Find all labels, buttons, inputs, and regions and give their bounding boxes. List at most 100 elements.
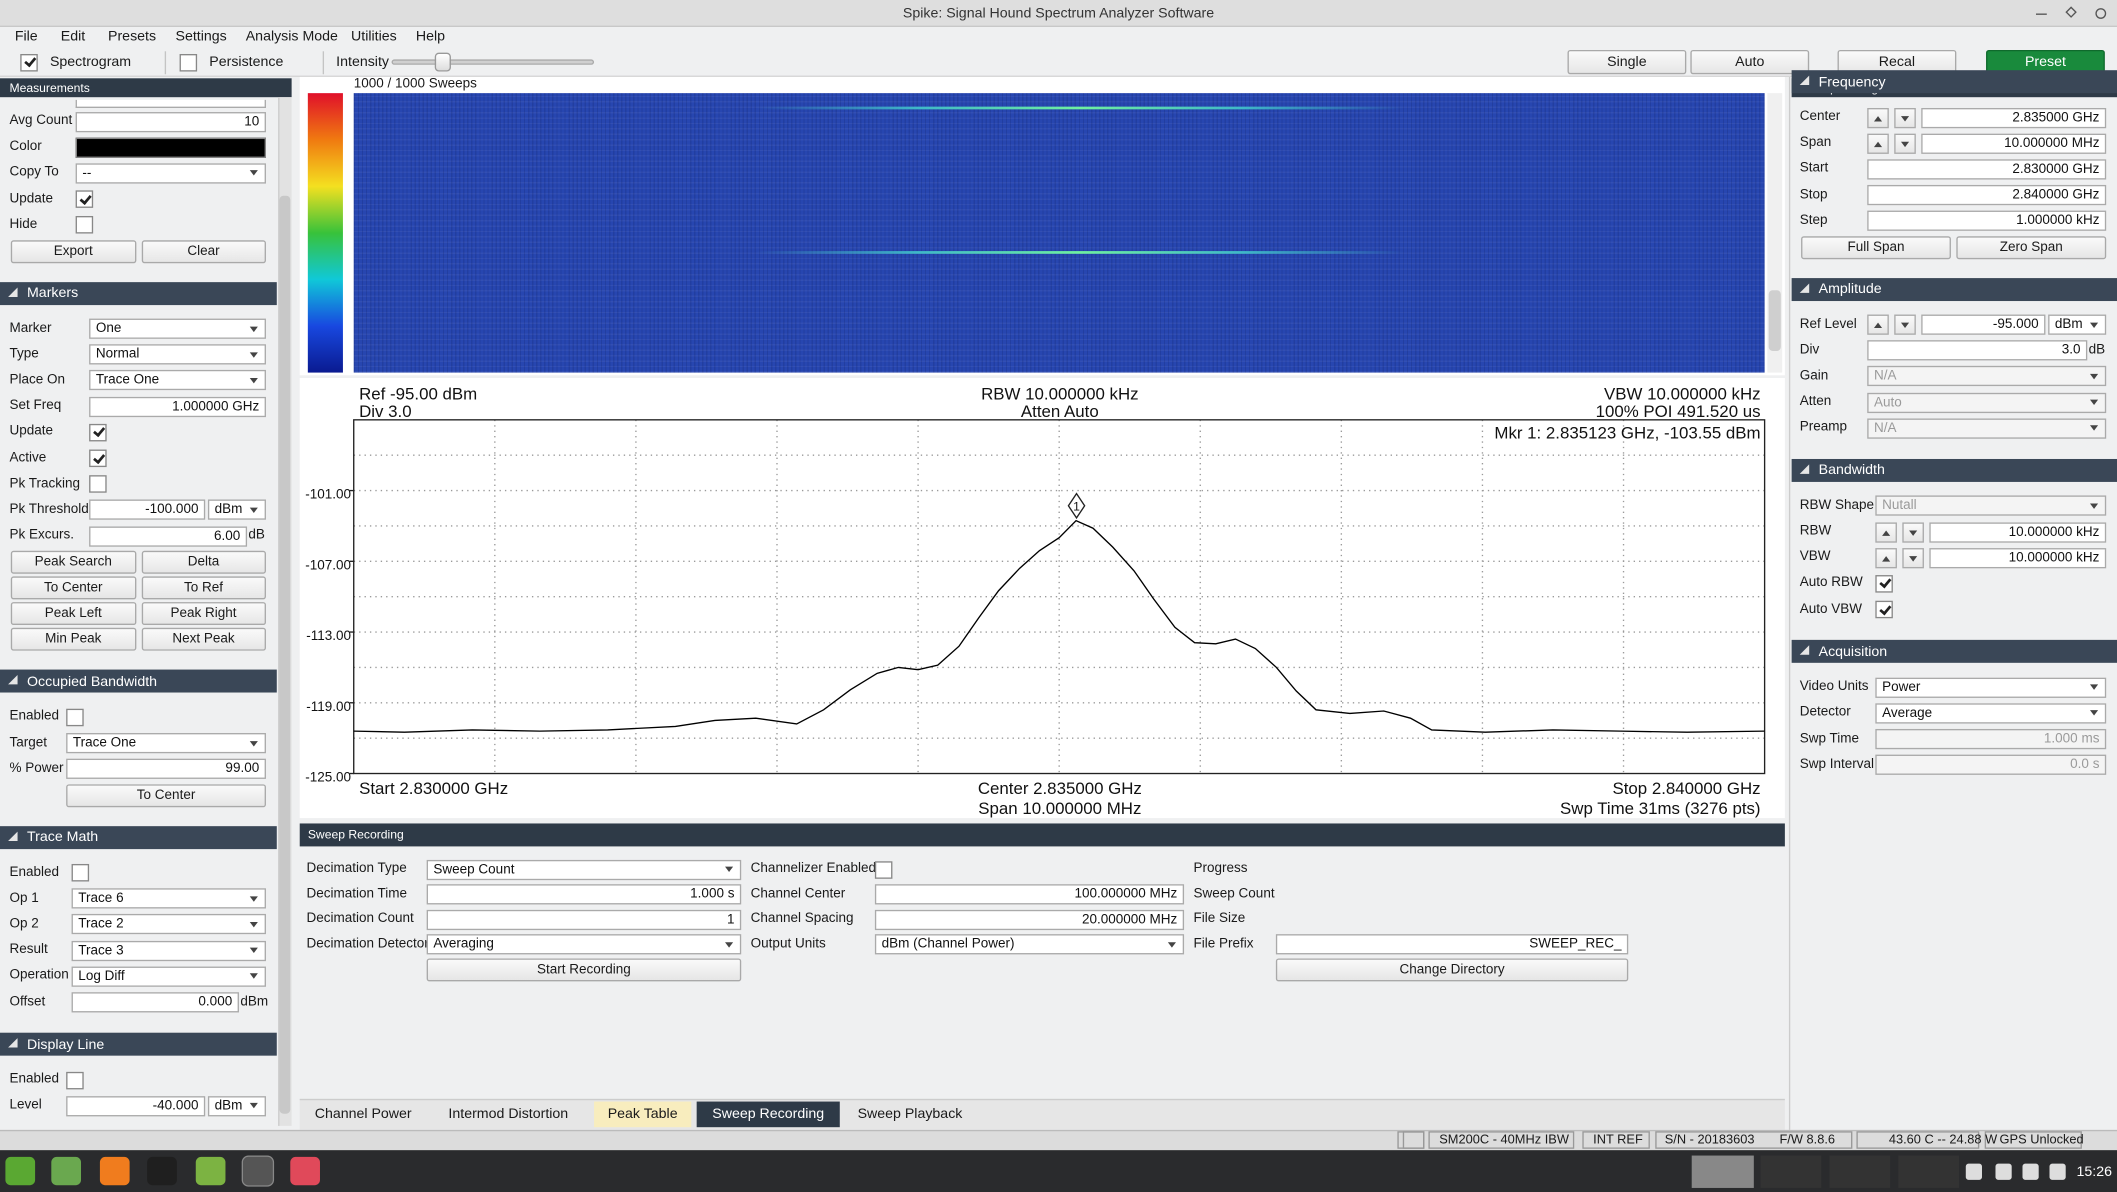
dropdown[interactable]: Trace 6 xyxy=(72,889,266,909)
spin-button[interactable] xyxy=(1894,315,1916,335)
window-button[interactable] xyxy=(1692,1156,1754,1188)
spin-button[interactable] xyxy=(1875,548,1897,568)
button[interactable]: Change Directory xyxy=(1276,958,1628,981)
taskbar-icon[interactable] xyxy=(290,1157,320,1185)
window-button[interactable] xyxy=(1761,1156,1822,1188)
close-button[interactable] xyxy=(2095,8,2106,19)
text-field[interactable]: 1 xyxy=(427,909,742,929)
button[interactable]: Full Span xyxy=(1801,236,1951,259)
scrollbar-thumb[interactable] xyxy=(1769,290,1781,351)
button[interactable]: Single xyxy=(1568,50,1687,74)
slider-track[interactable] xyxy=(392,59,595,64)
text-field[interactable]: 99.00 xyxy=(66,759,266,779)
text-field[interactable]: -40.000 xyxy=(66,1096,205,1116)
menu-item[interactable]: File xyxy=(15,27,38,46)
dropdown[interactable]: dBm xyxy=(2048,315,2106,335)
button[interactable]: To Center xyxy=(11,576,136,599)
checkbox[interactable] xyxy=(89,450,107,468)
dropdown[interactable]: dBm xyxy=(208,1096,266,1116)
menu-item[interactable]: Presets xyxy=(108,27,156,46)
text-field[interactable]: 2.830000 GHz xyxy=(1867,159,2106,179)
button[interactable]: Peak Right xyxy=(141,602,266,625)
dropdown[interactable]: Nutall xyxy=(1875,496,2106,516)
menu-item[interactable]: Settings xyxy=(176,27,227,46)
color-swatch[interactable] xyxy=(76,137,266,157)
button[interactable]: Peak Search xyxy=(11,551,136,574)
taskbar-icon[interactable] xyxy=(196,1157,226,1185)
text-field[interactable]: 10.000000 kHz xyxy=(1929,548,2106,568)
spin-button[interactable] xyxy=(1894,133,1916,153)
tray-icon[interactable] xyxy=(2049,1164,2065,1180)
button[interactable]: Min Peak xyxy=(11,628,136,651)
checkbox[interactable] xyxy=(180,53,198,71)
checkbox[interactable] xyxy=(875,861,893,879)
tray-icon[interactable] xyxy=(2022,1164,2038,1180)
text-field[interactable]: -100.000 xyxy=(89,500,205,520)
menu-item[interactable]: Help xyxy=(416,27,445,46)
dropdown[interactable]: Log Diff xyxy=(72,966,266,986)
dropdown[interactable]: Trace 3 xyxy=(72,940,266,960)
dropdown[interactable]: One xyxy=(89,319,266,339)
menu-item[interactable]: Edit xyxy=(61,27,85,46)
tab[interactable]: Sweep Recording xyxy=(697,1102,840,1128)
text-field[interactable]: 10 xyxy=(76,111,266,131)
taskbar-icon[interactable] xyxy=(51,1157,81,1185)
tab[interactable]: Channel Power xyxy=(308,1102,419,1128)
checkbox[interactable] xyxy=(72,864,90,882)
button[interactable]: Zero Span xyxy=(1956,236,2106,259)
dropdown[interactable]: Power xyxy=(1875,677,2106,697)
checkbox[interactable] xyxy=(76,190,94,208)
text-field[interactable]: 2.840000 GHz xyxy=(1867,185,2106,205)
tray-icon[interactable] xyxy=(1966,1164,1982,1180)
dropdown[interactable]: dBm xyxy=(208,500,266,520)
button[interactable]: To Ref xyxy=(141,576,266,599)
checkbox[interactable] xyxy=(89,424,107,442)
checkbox[interactable] xyxy=(1875,601,1893,619)
spin-button[interactable] xyxy=(1894,107,1916,127)
spin-button[interactable] xyxy=(1867,133,1889,153)
taskbar-icon[interactable] xyxy=(243,1157,273,1185)
dropdown[interactable]: N/A xyxy=(1867,418,2106,438)
text-field[interactable]: 10.000000 kHz xyxy=(1929,522,2106,542)
text-field[interactable]: 3.0 xyxy=(1867,340,2087,360)
dropdown[interactable]: N/A xyxy=(1867,366,2106,386)
text-field[interactable]: -95.000 xyxy=(1921,315,2045,335)
taskbar-icon[interactable] xyxy=(5,1157,35,1185)
window-button[interactable] xyxy=(1829,1156,1890,1188)
tray-icon[interactable] xyxy=(1995,1164,2011,1180)
button[interactable]: Next Peak xyxy=(141,628,266,651)
dropdown[interactable]: Averaging xyxy=(427,934,742,954)
minimize-button[interactable] xyxy=(2036,8,2047,15)
button[interactable]: To Center xyxy=(66,784,266,807)
spin-button[interactable] xyxy=(1902,522,1924,542)
spin-button[interactable] xyxy=(1875,522,1897,542)
menu-item[interactable]: Utilities xyxy=(351,27,397,46)
text-field[interactable]: 6.00 xyxy=(89,526,247,546)
text-field[interactable]: 10.000000 MHz xyxy=(1921,133,2106,153)
window-button[interactable] xyxy=(1898,1156,1959,1188)
menu-item[interactable]: Analysis Mode xyxy=(246,27,338,46)
checkbox[interactable] xyxy=(20,53,38,71)
spin-button[interactable] xyxy=(1867,107,1889,127)
dropdown[interactable]: -- xyxy=(76,163,266,183)
text-field[interactable]: 2.835000 GHz xyxy=(1921,107,2106,127)
taskbar-icon[interactable] xyxy=(100,1157,130,1185)
dropdown[interactable]: Average xyxy=(1875,703,2106,723)
checkbox[interactable] xyxy=(66,1071,84,1089)
text-field[interactable]: SWEEP_REC_ xyxy=(1276,934,1628,954)
text-field[interactable]: 0.000 xyxy=(72,992,239,1012)
button[interactable]: Start Recording xyxy=(427,958,742,981)
spin-button[interactable] xyxy=(1867,315,1889,335)
checkbox[interactable] xyxy=(1875,575,1893,593)
text-field[interactable]: 100.000000 MHz xyxy=(875,884,1184,904)
dropdown[interactable]: Trace 2 xyxy=(72,914,266,934)
dropdown[interactable]: Normal xyxy=(89,344,266,364)
button[interactable]: Export xyxy=(11,240,136,263)
text-field[interactable]: 1.000000 kHz xyxy=(1867,211,2106,231)
text-field[interactable]: 1.000000 GHz xyxy=(89,396,266,416)
slider-handle[interactable] xyxy=(435,53,451,72)
text-field[interactable]: 0.0 s xyxy=(1875,755,2106,775)
text-field[interactable]: 1.000 ms xyxy=(1875,729,2106,749)
checkbox[interactable] xyxy=(66,709,84,727)
spin-button[interactable] xyxy=(1902,548,1924,568)
